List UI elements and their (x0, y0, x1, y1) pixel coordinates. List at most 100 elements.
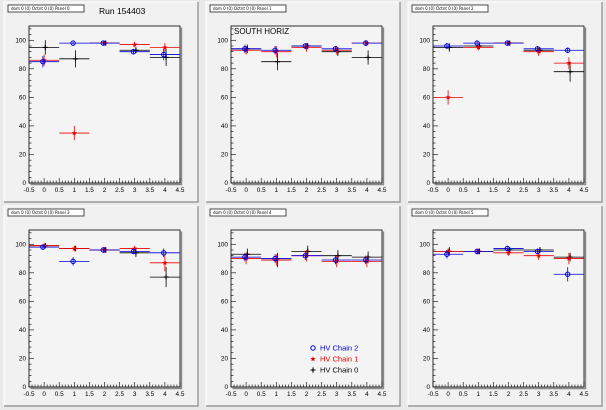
data-marker (40, 244, 46, 250)
y-tick-label: 40 (423, 327, 431, 334)
x-tick-label: 1 (275, 187, 279, 194)
x-tick-label: 3 (133, 187, 137, 194)
pad-4: dom 0 (0) Octnt 0 (0) Panel 302040608010… (3, 205, 199, 407)
y-axis: 0 20 40 60 80 100 (419, 232, 438, 391)
data-point (119, 245, 150, 252)
x-tick-label: 4.5 (580, 187, 589, 194)
x-tick-label: 0.5 (257, 187, 266, 194)
data-point (149, 254, 180, 272)
data-marker (445, 94, 451, 100)
x-axis: -0.5 0 0.5 1 1.5 2 2.5 3 3.5 4 4.5 (225, 178, 387, 194)
plot-frame-shadow (30, 27, 183, 186)
y-tick-label: 40 (221, 123, 229, 130)
data-point (59, 40, 90, 46)
x-tick-label: 2 (507, 187, 511, 194)
data-marker (334, 47, 340, 53)
x-tick-label: 4 (163, 391, 167, 398)
plot-frame-shadow (30, 231, 183, 390)
x-tick-label: 0 (42, 391, 46, 398)
data-point (119, 248, 150, 255)
x-tick-label: 0.5 (55, 391, 64, 398)
data-marker (474, 40, 480, 46)
legend-item: HV Chain 0 (310, 366, 358, 375)
x-tick-label: 3.5 (145, 187, 154, 194)
x-tick-label: 2 (103, 187, 107, 194)
series-hv-chain-2 (231, 251, 382, 265)
x-tick-label: 2.5 (317, 391, 326, 398)
legend: HV Chain 2 HV Chain 1 HV Chain 0 (310, 344, 358, 375)
x-tick-label: 1.5 (489, 391, 498, 398)
x-tick-label: -0.5 (23, 187, 34, 194)
pad-header-box (7, 208, 85, 217)
data-point (351, 40, 382, 46)
x-tick-label: 0 (446, 391, 450, 398)
data-marker (504, 40, 510, 46)
series-hv-chain-2 (231, 40, 382, 55)
y-tick-label: 100 (419, 241, 430, 248)
y-tick-label: 0 (426, 180, 430, 187)
x-tick-label: 4 (163, 187, 167, 194)
y-tick-label: 60 (221, 299, 229, 306)
x-tick-label: 3 (537, 187, 541, 194)
data-marker (332, 257, 339, 263)
x-tick-label: 2 (305, 391, 309, 398)
x-tick-label: 2 (507, 391, 511, 398)
data-marker (474, 248, 480, 255)
data-point (231, 252, 262, 262)
data-marker (273, 48, 279, 54)
data-point (29, 55, 60, 68)
run-title: Run 154403 (99, 6, 146, 16)
data-marker (160, 51, 167, 58)
x-tick-label: 2.5 (519, 391, 528, 398)
x-tick-label: 1.5 (85, 187, 94, 194)
y-tick-label: 100 (419, 37, 430, 44)
pad-header-box (411, 208, 489, 217)
pad-header-text: dom 0 (0) Octnt 0 (0) Panel 3 (11, 210, 70, 215)
legend-item: HV Chain 2 (310, 344, 358, 353)
data-point (59, 257, 90, 266)
y-tick-label: 40 (19, 327, 27, 334)
data-marker (534, 46, 541, 52)
data-marker (302, 252, 308, 259)
data-point (89, 247, 120, 253)
data-point (553, 267, 584, 282)
data-marker (273, 257, 279, 263)
legend-marker (310, 367, 316, 373)
y-tick-label: 60 (423, 299, 431, 306)
y-tick-label: 0 (224, 180, 228, 187)
pad-5: dom 0 (0) Octnt 0 (0) Panel 402040608010… (205, 205, 401, 407)
pad-shadow (4, 2, 199, 203)
x-tick-label: 1 (73, 391, 77, 398)
data-marker (71, 245, 77, 251)
pad-shadow (206, 206, 401, 407)
x-tick-label: 1 (275, 391, 279, 398)
data-marker (335, 253, 341, 259)
x-tick-label: -0.5 (23, 391, 34, 398)
x-tick-label: 3.5 (549, 391, 558, 398)
x-tick-label: 3 (133, 391, 137, 398)
plot-frame-shadow (232, 27, 385, 186)
data-point (261, 254, 292, 263)
data-point (433, 43, 464, 49)
data-marker (564, 271, 571, 277)
y-tick-label: 80 (19, 66, 27, 73)
data-marker (100, 247, 106, 253)
data-marker (536, 48, 542, 54)
x-tick-label: 4.5 (378, 187, 387, 194)
y-axis: 0 20 40 60 80 100 (15, 28, 34, 187)
x-tick-label: 4 (567, 187, 571, 194)
data-point (59, 125, 90, 141)
x-tick-label: 2.5 (519, 187, 528, 194)
plot-frame (28, 229, 181, 388)
y-tick-label: 20 (19, 356, 27, 363)
y-tick-label: 80 (19, 270, 27, 277)
data-marker (242, 254, 248, 260)
data-marker (70, 40, 76, 46)
data-point (261, 45, 292, 55)
x-tick-label: 4.5 (378, 391, 387, 398)
y-tick-label: 0 (22, 384, 26, 391)
pad-shadow (206, 2, 401, 203)
data-point (523, 45, 554, 52)
data-point (351, 255, 382, 265)
